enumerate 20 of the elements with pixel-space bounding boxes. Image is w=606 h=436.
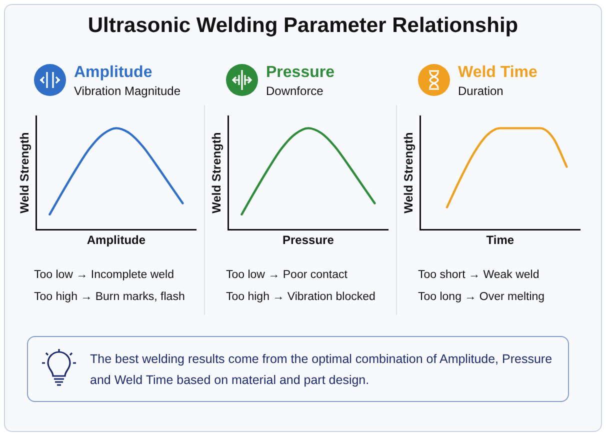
text: Too high → Burn marks, flash [34, 291, 185, 303]
text: Too short → Weak weld [418, 269, 540, 281]
chart-subtitle: Duration [458, 84, 504, 98]
y-axis-title: Weld Strength [18, 132, 32, 214]
chart-subtitle: Downforce [266, 84, 324, 98]
text: Too long → Over melting [418, 291, 545, 303]
text: Too low → Poor contact [226, 269, 348, 281]
y-axis-title: Weld Strength [210, 132, 224, 214]
chart-title: Amplitude [74, 64, 152, 82]
x-axis-title: Pressure [282, 233, 334, 248]
text: Too high → Vibration blocked [226, 291, 376, 303]
chart-title: Pressure [266, 64, 334, 82]
chart-title: Weld Time [458, 64, 538, 82]
text: Ultrasonic Welding Parameter Relationship [86, 14, 520, 38]
text: Too low → Incomplete weld [34, 269, 174, 281]
chart-subtitle: Vibration Magnitude [74, 84, 181, 98]
x-axis-title: Time [486, 233, 514, 248]
y-axis-title: Weld Strength [402, 132, 416, 214]
text: The best welding results come from the optimal combination of Amplitude, Pressure and Weld Time based on material and part design. [90, 351, 554, 389]
x-axis-title: Amplitude [86, 233, 146, 248]
